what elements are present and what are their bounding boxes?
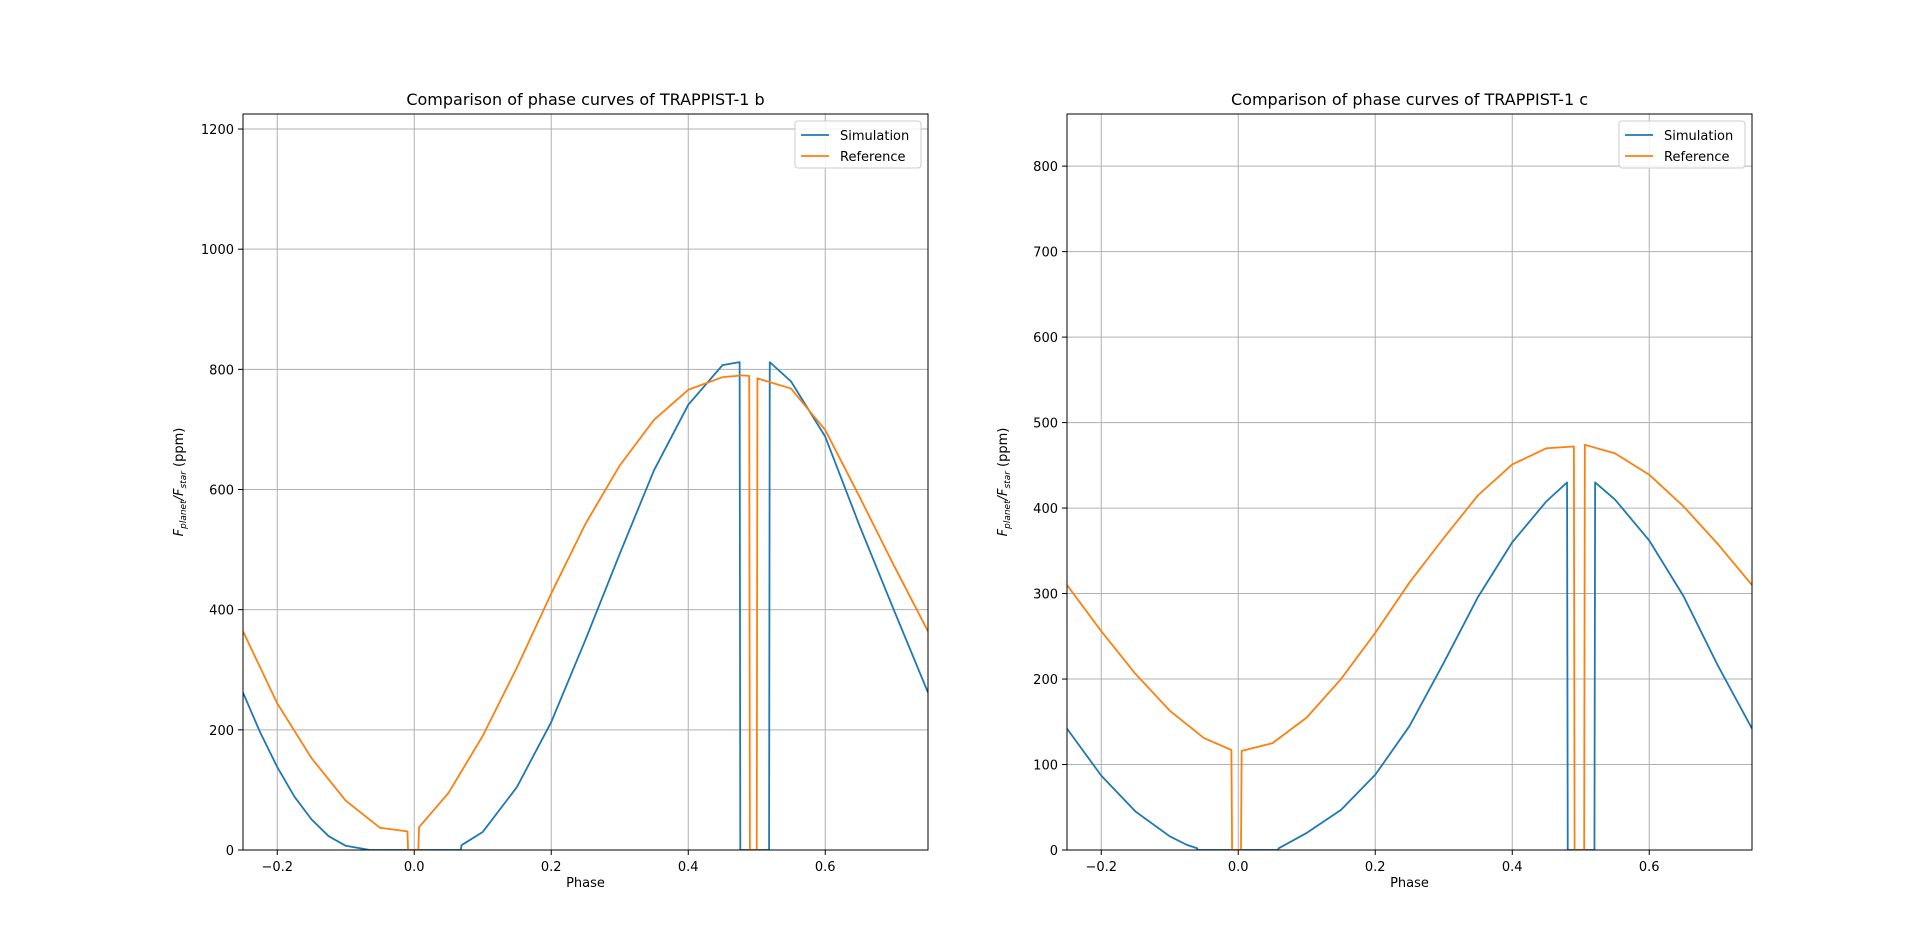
y-axis-label-part: F bbox=[996, 528, 1011, 536]
chart-title: Comparison of phase curves of TRAPPIST-1… bbox=[406, 90, 764, 109]
y-axis-label-part: planet bbox=[1003, 500, 1013, 530]
x-tick-label: 0.0 bbox=[1228, 860, 1249, 875]
x-tick-label: 0.6 bbox=[1639, 860, 1660, 875]
y-tick-label: 200 bbox=[1033, 673, 1058, 688]
series-line-reference bbox=[1067, 443, 1752, 850]
y-tick-label: 300 bbox=[1033, 588, 1058, 603]
y-axis-label-part: F bbox=[172, 528, 187, 536]
x-tick-label: 0.4 bbox=[678, 860, 699, 875]
y-tick-label: 0 bbox=[1050, 844, 1058, 859]
y-tick-label: 800 bbox=[1033, 160, 1058, 175]
series-line-reference bbox=[243, 374, 928, 850]
y-tick-label: 400 bbox=[1033, 502, 1058, 517]
x-tick-label: −0.2 bbox=[261, 860, 293, 875]
y-tick-label: 100 bbox=[1033, 759, 1058, 774]
y-tick-label: 1200 bbox=[201, 123, 234, 138]
x-tick-label: −0.2 bbox=[1085, 860, 1117, 875]
chart-panel-2: −0.2 0.0 0.2 0.4 0.6 0 100 200 300 400 500 600 700 80… bbox=[996, 90, 1753, 891]
x-tick-label: 0.2 bbox=[1365, 860, 1386, 875]
y-axis-label-part: star bbox=[179, 470, 189, 489]
x-axis-label: Phase bbox=[566, 876, 605, 891]
y-tick-label: 500 bbox=[1033, 417, 1058, 432]
series-line-simulation bbox=[243, 361, 928, 850]
legend: Simulation Reference bbox=[1618, 120, 1746, 169]
legend-label-reference: Reference bbox=[1664, 150, 1729, 165]
y-axis-label: Fplanet/Fstar (ppm) bbox=[996, 428, 1013, 537]
x-tick-label: 0.0 bbox=[404, 860, 425, 875]
x-axis-label: Phase bbox=[1390, 876, 1429, 891]
y-axis-label-part: /F bbox=[172, 488, 187, 501]
x-tick-label: 0.6 bbox=[815, 860, 836, 875]
y-tick-label: 400 bbox=[209, 604, 234, 619]
series-line-simulation bbox=[1067, 481, 1752, 850]
y-tick-label: 0 bbox=[226, 844, 234, 859]
y-tick-label: 200 bbox=[209, 724, 234, 739]
y-tick-label: 600 bbox=[209, 484, 234, 499]
y-axis-label-part: (ppm) bbox=[172, 428, 187, 471]
y-tick-label: 800 bbox=[209, 363, 234, 378]
x-tick-label: 0.4 bbox=[1502, 860, 1523, 875]
y-tick-label: 600 bbox=[1033, 331, 1058, 346]
legend-label-simulation: Simulation bbox=[1664, 129, 1733, 144]
chart-title: Comparison of phase curves of TRAPPIST-1… bbox=[1231, 90, 1588, 109]
y-axis-label-part: star bbox=[1003, 470, 1013, 489]
legend: Simulation Reference bbox=[794, 120, 922, 169]
y-axis-label: Fplanet/Fstar (ppm) bbox=[172, 428, 189, 537]
axes-frame bbox=[1066, 113, 1753, 851]
chart-panel-1: −0.2 0.0 0.2 0.4 0.6 0 200 400 600 800 1000 1200 Com… bbox=[172, 90, 929, 891]
x-tick-label: 0.2 bbox=[541, 860, 562, 875]
y-tick-label: 700 bbox=[1033, 246, 1058, 261]
y-axis-label-part: planet bbox=[179, 500, 189, 530]
y-axis-label-part: (ppm) bbox=[996, 428, 1011, 471]
y-axis-label-part: /F bbox=[996, 488, 1011, 501]
legend-label-simulation: Simulation bbox=[840, 129, 909, 144]
axes-frame bbox=[242, 113, 929, 851]
y-tick-label: 1000 bbox=[201, 243, 234, 258]
legend-label-reference: Reference bbox=[840, 150, 905, 165]
